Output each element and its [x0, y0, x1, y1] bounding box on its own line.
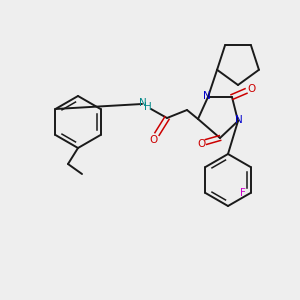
Text: O: O: [197, 139, 205, 149]
Text: N: N: [203, 91, 211, 101]
Text: H: H: [144, 102, 152, 112]
Text: O: O: [247, 84, 255, 94]
Text: N: N: [139, 98, 147, 108]
Text: F: F: [240, 188, 245, 198]
Text: O: O: [149, 135, 157, 145]
Text: N: N: [235, 115, 243, 125]
